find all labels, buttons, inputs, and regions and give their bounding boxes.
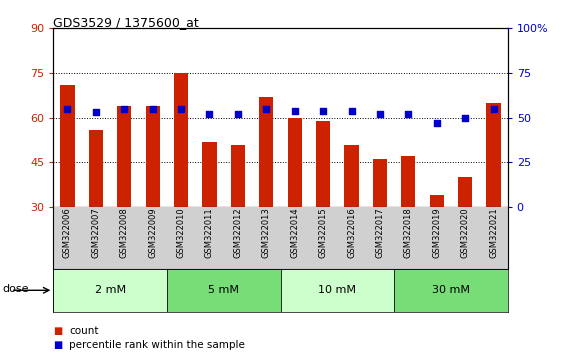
- Text: 5 mM: 5 mM: [208, 285, 239, 295]
- Bar: [458, 177, 472, 207]
- Point: [205, 111, 214, 117]
- Point: [233, 111, 242, 117]
- Text: ■: ■: [53, 340, 62, 350]
- Bar: [89, 130, 103, 207]
- Bar: [430, 195, 444, 207]
- Bar: [174, 73, 188, 207]
- Text: percentile rank within the sample: percentile rank within the sample: [69, 340, 245, 350]
- Point: [120, 106, 129, 112]
- Bar: [61, 85, 75, 207]
- Bar: [394, 269, 508, 312]
- Text: ■: ■: [53, 326, 62, 336]
- Text: 30 mM: 30 mM: [432, 285, 470, 295]
- Text: dose: dose: [3, 284, 29, 293]
- Bar: [288, 118, 302, 207]
- Point: [347, 108, 356, 113]
- Point: [148, 106, 157, 112]
- Bar: [280, 269, 394, 312]
- Bar: [373, 159, 387, 207]
- Point: [262, 106, 271, 112]
- Bar: [146, 106, 160, 207]
- Point: [432, 120, 441, 126]
- Point: [63, 106, 72, 112]
- Point: [177, 106, 186, 112]
- Bar: [231, 144, 245, 207]
- Text: GDS3529 / 1375600_at: GDS3529 / 1375600_at: [53, 16, 199, 29]
- Point: [489, 106, 498, 112]
- Text: count: count: [69, 326, 99, 336]
- Bar: [259, 97, 273, 207]
- Bar: [53, 269, 167, 312]
- Bar: [167, 269, 280, 312]
- Point: [404, 111, 413, 117]
- Bar: [486, 103, 500, 207]
- Text: 10 mM: 10 mM: [318, 285, 356, 295]
- Bar: [316, 121, 330, 207]
- Point: [319, 108, 328, 113]
- Point: [461, 115, 470, 120]
- Bar: [117, 106, 131, 207]
- Bar: [203, 142, 217, 207]
- Point: [375, 111, 384, 117]
- Text: 2 mM: 2 mM: [95, 285, 126, 295]
- Bar: [401, 156, 415, 207]
- Point: [290, 108, 299, 113]
- Bar: [344, 144, 358, 207]
- Point: [91, 109, 100, 115]
